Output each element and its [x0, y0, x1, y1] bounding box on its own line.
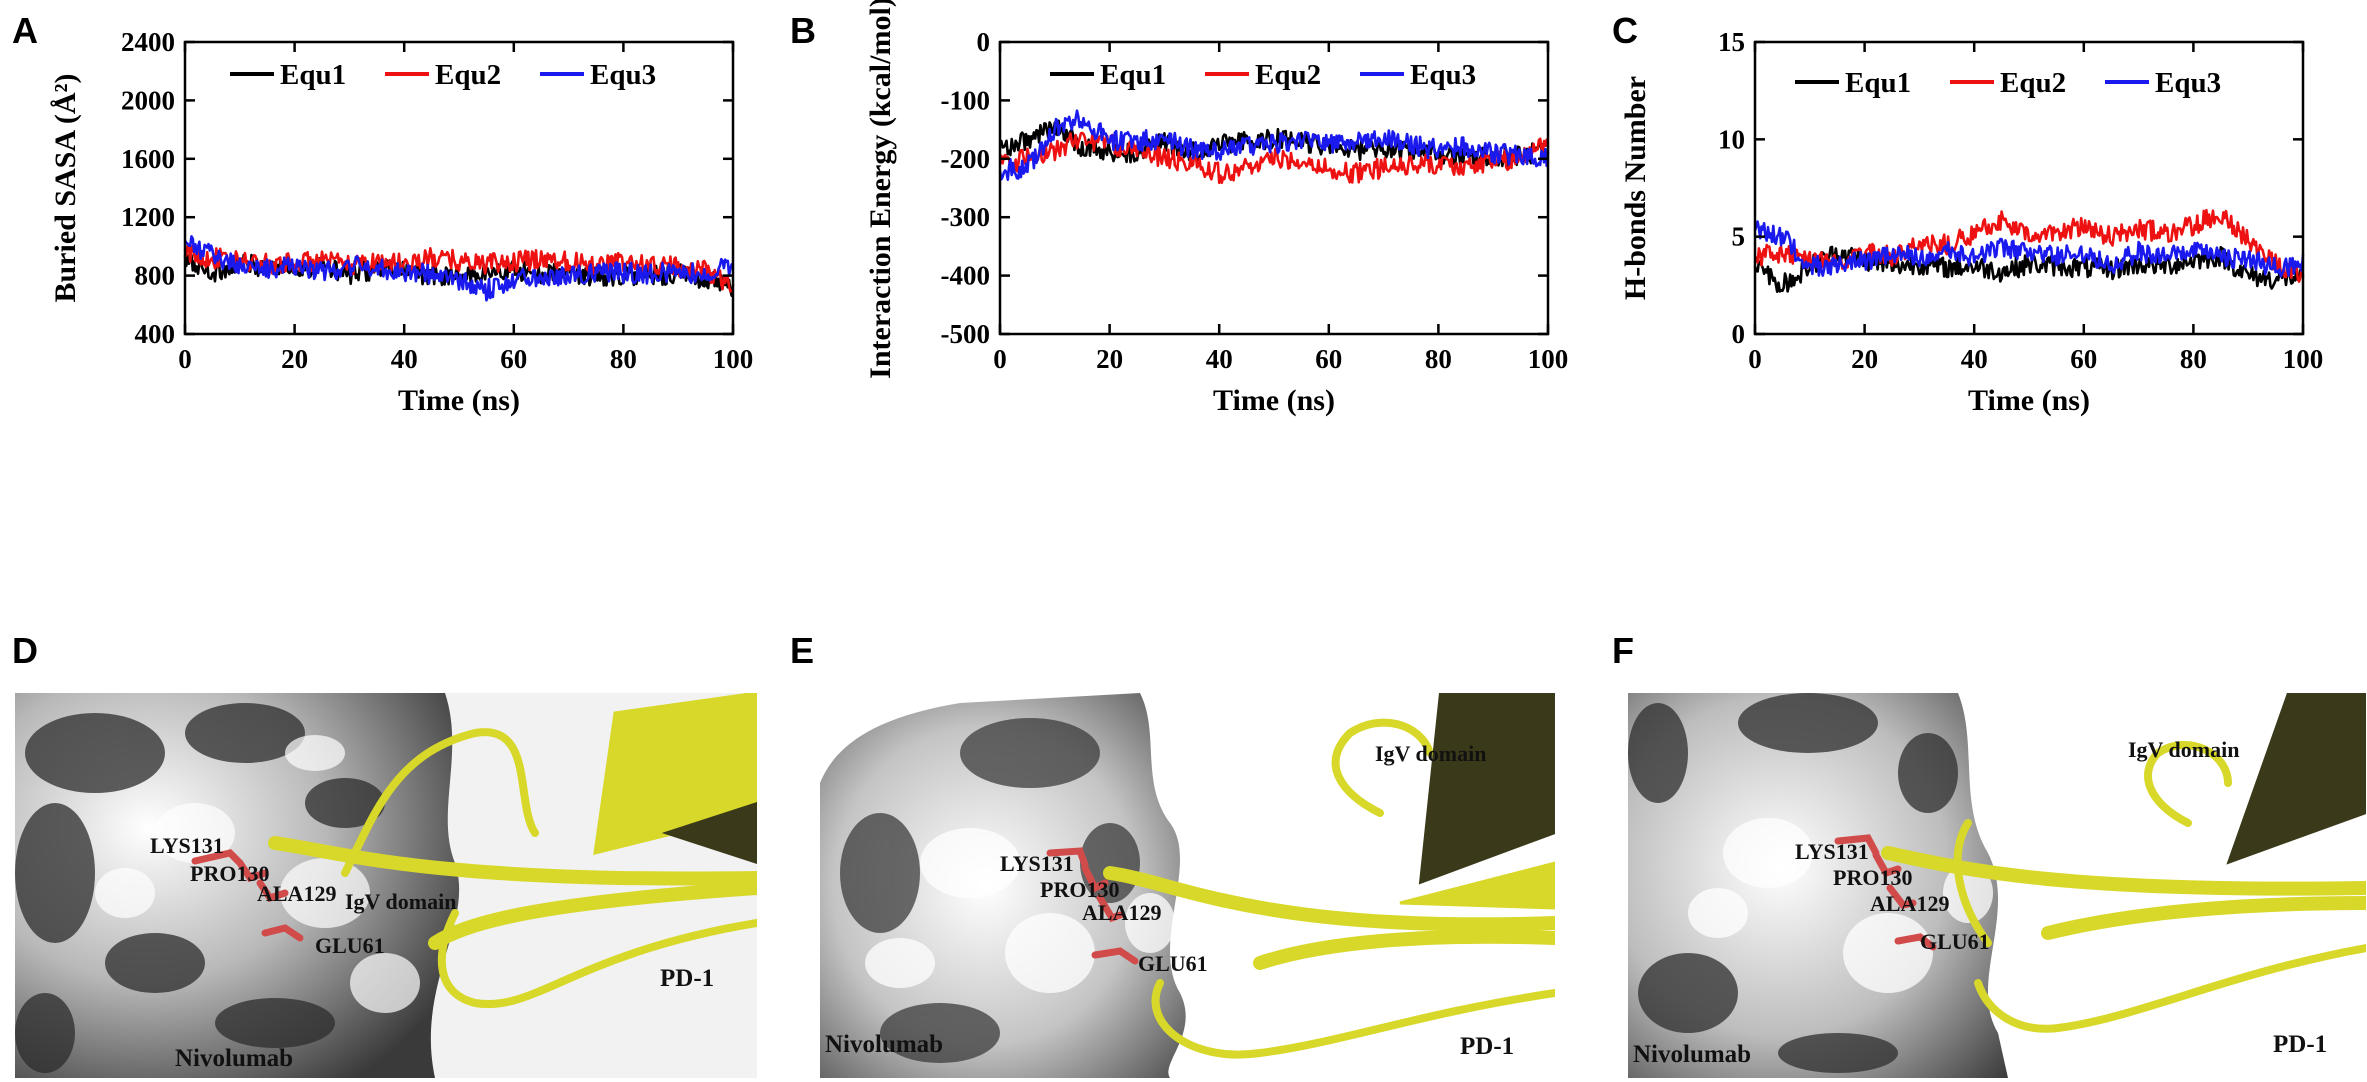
y-tick-label: 15: [1718, 27, 1745, 57]
x-tick-label: 0: [1748, 344, 1762, 374]
panel-letter-f: F: [1612, 630, 1634, 671]
y-tick-label: -400: [941, 261, 991, 291]
x-tick-label: 20: [1851, 344, 1878, 374]
chart-a: 0 20 40 60 80 100 400 800 1200 1600 2000 2400 Time (…: [49, 27, 753, 417]
x-tick-label: 60: [500, 344, 527, 374]
x-tick-label: 0: [178, 344, 192, 374]
domain-label-igv-d: IgV domain: [345, 889, 457, 914]
protein-label-nivolumab-f: Nivolumab: [1633, 1041, 1752, 1068]
x-tick-label: 80: [2180, 344, 2207, 374]
x-tick-label: 60: [2070, 344, 2097, 374]
panel-letter-e: E: [790, 630, 815, 671]
domain-label-igv-f: IgV domain: [2128, 737, 2240, 762]
y-tick-label: 10: [1718, 124, 1745, 154]
plot-frame: [998, 40, 1550, 336]
x-axis-label: Time (ns): [1968, 384, 2090, 417]
residue-label-ala129-e: ALA129: [1082, 900, 1162, 925]
x-tick-label: 20: [1096, 344, 1123, 374]
residue-label-pro130-f: PRO130: [1833, 865, 1913, 890]
legend-label-equ2: Equ2: [1255, 59, 1321, 91]
y-tick-label: -200: [941, 144, 991, 174]
x-tick-label: 40: [1206, 344, 1233, 374]
x-tick-label: 100: [1528, 344, 1569, 374]
structure-panel-f: LYS131 PRO130 ALA129 GLU61 IgV domain PD…: [1628, 693, 2366, 1078]
y-tick-label: -300: [941, 202, 991, 232]
residue-label-ala129-d: ALA129: [257, 881, 337, 906]
x-axis-label: Time (ns): [398, 384, 520, 417]
protein-label-nivolumab-d: Nivolumab: [175, 1045, 294, 1072]
protein-label-pd1-f: PD-1: [2273, 1031, 2328, 1058]
legend-label-equ3: Equ3: [2155, 67, 2221, 99]
residue-label-pro130-e: PRO130: [1040, 877, 1120, 902]
y-tick-label: 800: [135, 261, 176, 291]
x-tick-label: 0: [993, 344, 1007, 374]
structure-render-f: [1628, 693, 2366, 1078]
structure-render-e: [820, 693, 1555, 1078]
plot-frame: [1753, 40, 2305, 336]
protein-label-pd1-e: PD-1: [1460, 1033, 1515, 1060]
y-tick-label: 0: [1732, 319, 1746, 349]
residue-label-lys131-d: LYS131: [150, 833, 224, 858]
chart-b: 0 20 40 60 80 100 0 -100 -200 -300 -400 -500 Time (n…: [864, 0, 1568, 417]
panel-letter-b: B: [790, 10, 816, 51]
x-tick-label: 100: [713, 344, 754, 374]
y-axis-label: H-bonds Number: [1619, 76, 1652, 300]
x-tick-label: 40: [391, 344, 418, 374]
residue-label-glu61-e: GLU61: [1138, 951, 1208, 976]
series-line-equ3: [998, 109, 1550, 181]
x-axis-label: Time (ns): [1213, 384, 1335, 417]
x-tick-label: 80: [1425, 344, 1452, 374]
protein-label-nivolumab-e: Nivolumab: [825, 1031, 944, 1058]
residue-label-glu61-d: GLU61: [315, 933, 385, 958]
x-tick-label: 60: [1315, 344, 1342, 374]
y-tick-label: -100: [941, 85, 991, 115]
y-axis-label: Buried SASA (Å²): [49, 73, 82, 302]
y-tick-label: 0: [977, 27, 991, 57]
plot-frame: [183, 40, 735, 336]
y-tick-label: -500: [941, 319, 991, 349]
chart-c: 0 20 40 60 80 100 0 5 10 15 Time (ns) H-bonds Numbe…: [1619, 27, 2323, 417]
legend-label-equ3: Equ3: [590, 59, 656, 91]
series-line-equ3: [1753, 220, 2305, 278]
series-line-equ2: [998, 131, 1549, 185]
legend-label-equ1: Equ1: [280, 59, 346, 91]
y-tick-label: 2000: [121, 85, 175, 115]
series-line-equ2: [183, 244, 735, 293]
protein-label-pd1-d: PD-1: [660, 965, 715, 992]
y-tick-label: 2400: [121, 27, 175, 57]
legend-label-equ2: Equ2: [2000, 67, 2066, 99]
structure-panel-d: LYS131 PRO130 ALA129 GLU61 IgV domain PD…: [15, 693, 757, 1078]
structure-panel-e: LYS131 PRO130 ALA129 GLU61 IgV domain PD…: [820, 693, 1555, 1078]
x-tick-label: 100: [2283, 344, 2324, 374]
residue-label-ala129-f: ALA129: [1870, 891, 1950, 916]
residue-label-pro130-d: PRO130: [190, 861, 270, 886]
y-tick-label: 1200: [121, 202, 175, 232]
structure-render-d: [15, 693, 757, 1078]
x-tick-label: 80: [610, 344, 637, 374]
x-tick-label: 20: [281, 344, 308, 374]
y-tick-label: 5: [1732, 222, 1746, 252]
residue-label-glu61-f: GLU61: [1920, 929, 1990, 954]
legend-label-equ2: Equ2: [435, 59, 501, 91]
legend-label-equ1: Equ1: [1845, 67, 1911, 99]
y-tick-label: 1600: [121, 144, 175, 174]
legend-label-equ1: Equ1: [1100, 59, 1166, 91]
series-line-equ3: [183, 235, 735, 302]
panel-letter-a: A: [12, 10, 38, 51]
panel-letter-d: D: [12, 630, 38, 671]
y-tick-label: 400: [135, 319, 176, 349]
domain-label-igv-e: IgV domain: [1375, 741, 1487, 766]
y-axis-label: Interaction Energy (kcal/mol): [864, 0, 897, 379]
residue-label-lys131-f: LYS131: [1795, 839, 1869, 864]
panel-letter-c: C: [1612, 10, 1638, 51]
residue-label-lys131-e: LYS131: [1000, 851, 1074, 876]
legend-label-equ3: Equ3: [1410, 59, 1476, 91]
x-tick-label: 40: [1961, 344, 1988, 374]
